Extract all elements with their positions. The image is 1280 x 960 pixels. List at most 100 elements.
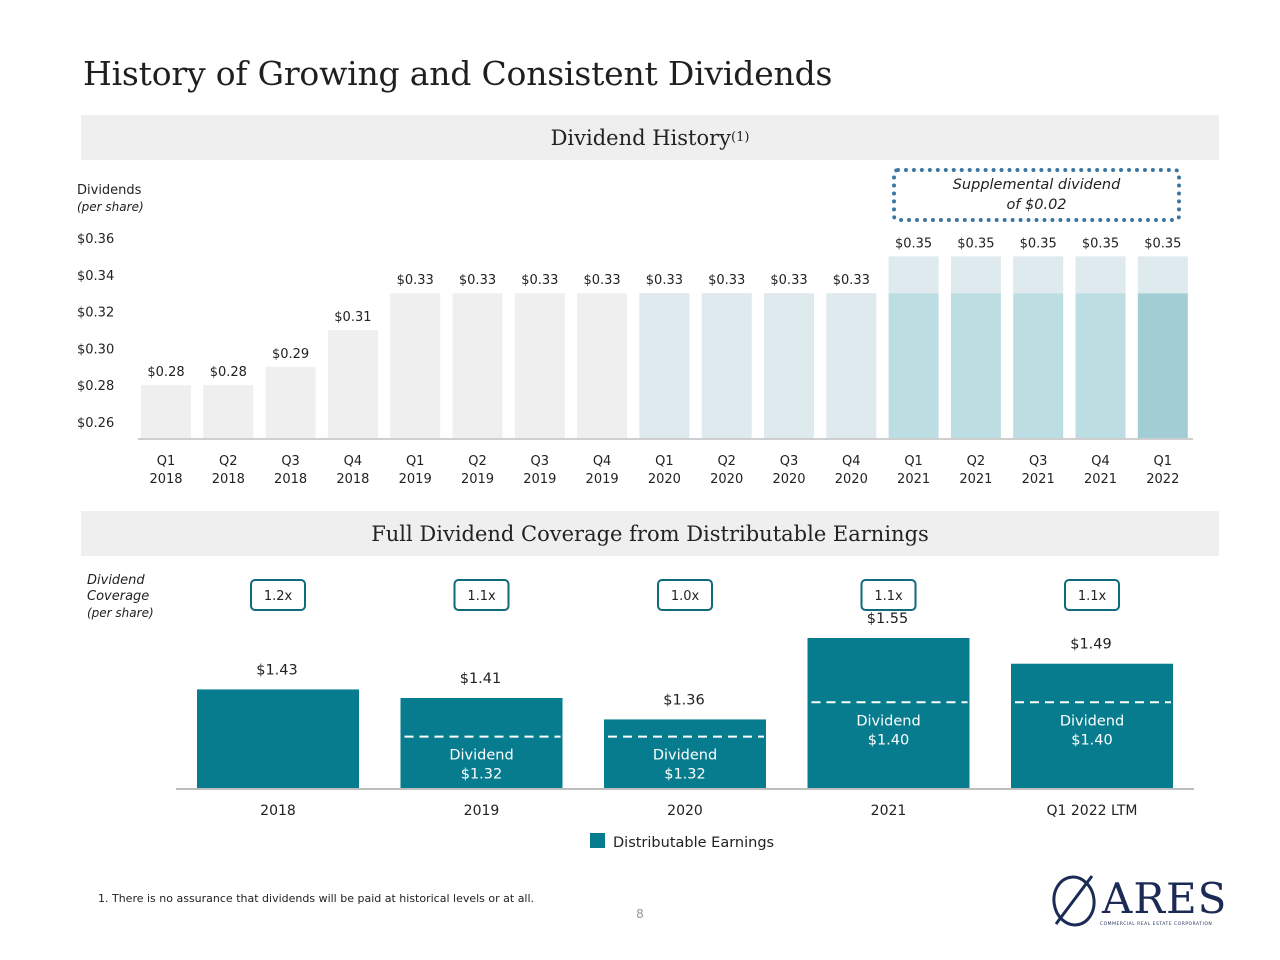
x-tick-label: Q1 2022 LTM xyxy=(1047,803,1138,819)
dividend-bar xyxy=(888,293,939,438)
supplemental-bar-segment xyxy=(1137,256,1188,294)
x-tick-label: 2018 xyxy=(260,803,296,819)
dividend-bar xyxy=(203,385,254,438)
dividend-bar xyxy=(514,293,565,438)
earnings-value-label: $1.43 xyxy=(256,662,298,678)
dividend-label: Dividend xyxy=(246,816,310,832)
x-tick-quarter: Q4 xyxy=(593,454,612,469)
dividend-bar xyxy=(265,366,316,438)
dividend-history-ylabel-sub: (per share) xyxy=(77,200,144,214)
earnings-value-label: $1.36 xyxy=(663,692,705,708)
bar-value-label: $0.28 xyxy=(210,365,247,380)
dividend-bar xyxy=(639,293,690,438)
x-tick-quarter: Q2 xyxy=(468,454,487,469)
ares-logo-word: ARES xyxy=(1102,874,1228,923)
ares-logo: ARES COMMERCIAL REAL ESTATE CORPORATION xyxy=(1048,872,1226,932)
coverage-ratio-box xyxy=(657,579,713,611)
dividend-history-footnote-ref: (1) xyxy=(731,130,750,145)
coverage-ratio-label: 1.1x xyxy=(874,589,903,604)
bar-value-label: $0.35 xyxy=(895,236,932,251)
bar-value-label: $0.33 xyxy=(583,273,620,288)
distributable-earnings-bar xyxy=(807,638,970,788)
earnings-value-label: $1.55 xyxy=(867,611,909,627)
supplemental-bar-segment xyxy=(1075,256,1126,294)
coverage-ylabel: Dividend Coverage (per share) xyxy=(87,573,167,621)
dividend-history-ylabel: Dividends (per share) xyxy=(77,183,144,214)
y-tick-label: $0.28 xyxy=(77,379,114,394)
y-tick-label: $0.30 xyxy=(77,342,114,357)
earnings-value-label: $1.49 xyxy=(1070,637,1112,653)
dividend-bar xyxy=(390,293,441,438)
x-tick-quarter: Q1 xyxy=(157,454,176,469)
x-tick-quarter: Q3 xyxy=(531,454,550,469)
dividend-history-chart: $0.36 $0.34 $0.32 $0.30 $0.28 $0.26 $0.28 Q1 201… xyxy=(77,232,1193,487)
x-tick-quarter: Q2 xyxy=(967,454,986,469)
bar-value-label: $0.33 xyxy=(397,273,434,288)
supplemental-bar-segment xyxy=(950,256,1001,294)
dividend-bar xyxy=(1137,293,1188,438)
bar-value-label: $0.33 xyxy=(833,273,870,288)
x-tick-quarter: Q1 xyxy=(406,454,425,469)
dividend-label: Dividend xyxy=(449,748,513,764)
page-number: 8 xyxy=(636,907,644,921)
x-tick-quarter: Q3 xyxy=(281,454,300,469)
page-title: History of Growing and Consistent Divide… xyxy=(83,54,833,93)
supplemental-dividend-text: Supplemental dividend of $0.02 xyxy=(952,177,1121,213)
supplemental-bar-segment xyxy=(888,256,939,294)
ares-logo-mark-icon xyxy=(1052,875,1096,927)
x-tick-year: 2022 xyxy=(1146,472,1179,487)
x-tick-year: 2019 xyxy=(399,472,432,487)
x-tick-quarter: Q2 xyxy=(717,454,736,469)
bar-value-label: $0.33 xyxy=(708,273,745,288)
supplemental-bar-segment xyxy=(1013,256,1064,294)
dividend-value-label: $1.40 xyxy=(1071,732,1113,748)
x-tick-quarter: Q3 xyxy=(780,454,799,469)
x-tick-year: 2020 xyxy=(835,472,868,487)
x-tick-year: 2019 xyxy=(586,472,619,487)
distributable-earnings-bar xyxy=(604,719,766,788)
coverage-ratio-box xyxy=(1064,579,1120,611)
dividend-bar xyxy=(1013,293,1064,438)
x-tick-year: 2018 xyxy=(212,472,245,487)
distributable-earnings-bar xyxy=(400,698,563,788)
dividend-coverage-chart: Dividend$1.16$1.431.2x2018Dividend$1.32$… xyxy=(176,579,1194,851)
dividend-bar xyxy=(764,293,814,438)
dividend-value-label: $1.32 xyxy=(461,767,503,783)
x-tick-label: 2021 xyxy=(871,803,907,819)
x-tick-year: 2018 xyxy=(274,472,307,487)
coverage-ratio-label: 1.1x xyxy=(467,589,496,604)
bar-value-label: $0.28 xyxy=(147,365,184,380)
x-tick-year: 2021 xyxy=(897,472,930,487)
coverage-ylabel-sub: (per share) xyxy=(87,606,154,620)
x-tick-quarter: Q1 xyxy=(904,454,923,469)
coverage-ratio-box xyxy=(860,579,917,611)
x-tick-quarter: Q3 xyxy=(1029,454,1048,469)
bar-value-label: $0.31 xyxy=(334,310,371,325)
distributable-earnings-bar xyxy=(1011,663,1173,788)
x-tick-quarter: Q4 xyxy=(344,454,363,469)
supplemental-dividend-callout: Supplemental dividend of $0.02 xyxy=(892,168,1181,222)
bar-value-label: $0.35 xyxy=(1082,236,1119,251)
distributable-earnings-bar xyxy=(197,689,359,788)
dividend-bar xyxy=(950,293,1001,438)
bar-value-label: $0.33 xyxy=(646,273,683,288)
dividend-bar xyxy=(141,385,191,438)
bar-value-label: $0.35 xyxy=(1020,236,1057,251)
dividend-value-label: $1.40 xyxy=(868,732,910,748)
dividend-label: Dividend xyxy=(653,748,717,764)
dividend-history-header: Dividend History (1) xyxy=(81,115,1219,160)
y-tick-label: $0.26 xyxy=(77,416,114,431)
dividend-bar xyxy=(1075,293,1126,438)
dividend-value-label: $1.16 xyxy=(257,835,299,851)
y-tick-label: $0.34 xyxy=(77,269,114,284)
coverage-ratio-box xyxy=(453,579,510,611)
bar-value-label: $0.29 xyxy=(272,347,309,362)
y-tick-label: $0.36 xyxy=(77,232,114,247)
x-tick-year: 2020 xyxy=(648,472,681,487)
dividend-bar xyxy=(327,330,378,438)
coverage-header: Full Dividend Coverage from Distributabl… xyxy=(81,511,1219,556)
earnings-value-label: $1.41 xyxy=(460,671,502,687)
dividend-label: Dividend xyxy=(1060,713,1124,729)
x-tick-year: 2018 xyxy=(336,472,369,487)
coverage-ratio-label: 1.2x xyxy=(264,589,293,604)
